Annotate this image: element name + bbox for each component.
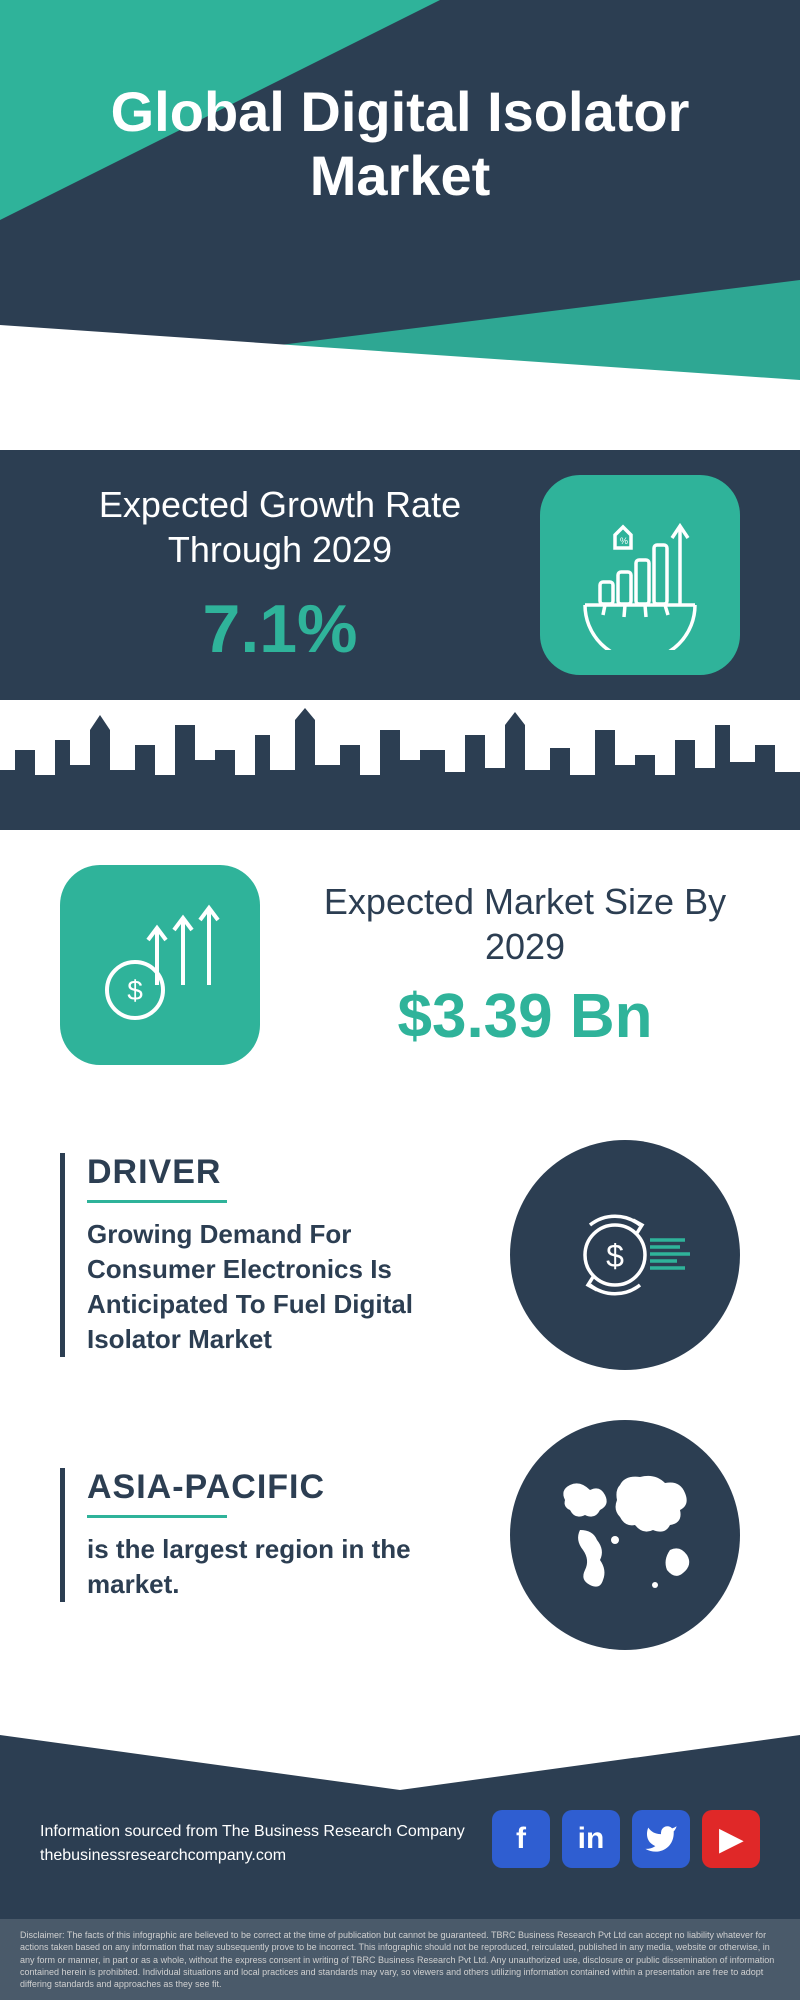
globe-icon: [510, 1420, 740, 1650]
driver-row: DRIVER Growing Demand For Consumer Elect…: [60, 1140, 740, 1370]
market-size-section: $ Expected Market Size By 2029 $3.39 Bn: [0, 830, 800, 1120]
linkedin-icon[interactable]: in: [562, 1810, 620, 1868]
driver-icon: $: [510, 1140, 740, 1370]
facebook-icon[interactable]: f: [492, 1810, 550, 1868]
svg-text:$: $: [127, 975, 143, 1006]
driver-body: Growing Demand For Consumer Electronics …: [87, 1217, 470, 1357]
growth-rate-value: 7.1%: [60, 590, 500, 668]
disclaimer-text: Disclaimer: The facts of this infographi…: [0, 1919, 800, 2000]
growth-rate-label: Expected Growth Rate Through 2029: [60, 482, 500, 572]
social-buttons: fin ▶: [492, 1810, 760, 1868]
market-size-icon: $: [60, 865, 260, 1065]
info-section: DRIVER Growing Demand For Consumer Elect…: [0, 1120, 800, 1720]
footer: Information sourced from The Business Re…: [0, 1790, 800, 2000]
growth-rate-section: Expected Growth Rate Through 2029 7.1% %: [0, 450, 800, 700]
driver-heading: DRIVER: [87, 1153, 470, 1192]
youtube-icon[interactable]: ▶: [702, 1810, 760, 1868]
region-heading: ASIA-PACIFIC: [87, 1468, 470, 1507]
skyline-divider: [0, 700, 800, 830]
region-row: ASIA-PACIFIC is the largest region in th…: [60, 1420, 740, 1650]
growth-chart-icon: %: [540, 475, 740, 675]
market-size-label: Expected Market Size By 2029: [310, 879, 740, 969]
hero-banner: Global Digital Isolator Market: [0, 0, 800, 380]
market-size-value: $3.39 Bn: [310, 981, 740, 1052]
page-title: Global Digital Isolator Market: [40, 80, 760, 209]
twitter-icon[interactable]: [632, 1810, 690, 1868]
region-body: is the largest region in the market.: [87, 1532, 470, 1602]
svg-text:%: %: [620, 536, 628, 546]
svg-text:$: $: [606, 1238, 624, 1274]
